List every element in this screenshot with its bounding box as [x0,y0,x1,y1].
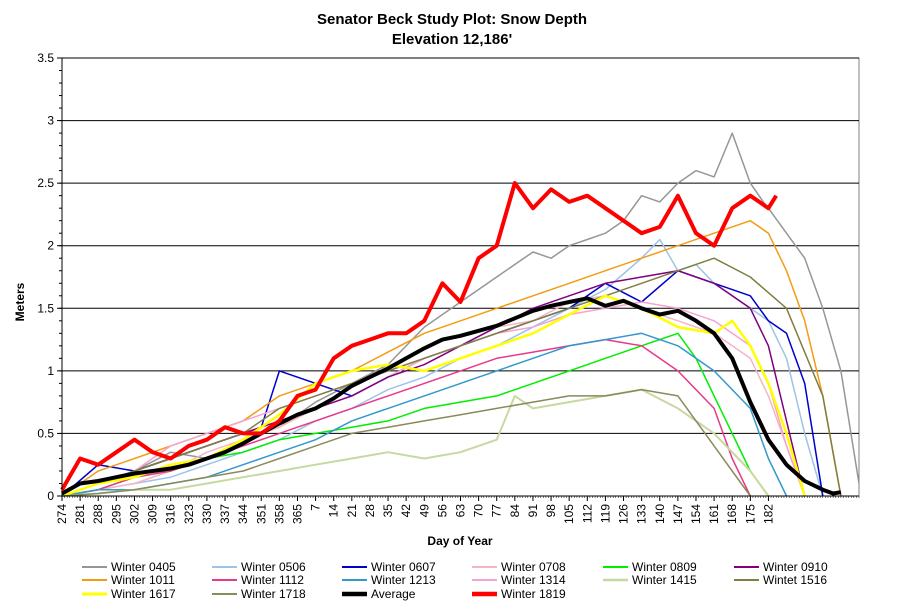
x-tick-label: 309 [146,504,160,524]
x-tick-label: 154 [689,504,703,524]
y-axis-label: Meters [13,282,27,321]
x-tick-label: 358 [272,504,286,524]
x-tick-label: 98 [544,504,558,518]
x-tick-label: 337 [218,504,232,524]
legend-label: Winter 0506 [241,560,306,574]
legend-label: Winter 0708 [501,560,566,574]
x-tick-label: 28 [363,504,377,518]
x-tick-label: 351 [254,504,268,524]
x-tick-label: 365 [290,504,304,524]
x-tick-label: 161 [707,504,721,524]
x-tick-label: 84 [508,504,522,518]
legend-item-winter-0809: Winter 0809 [603,560,697,574]
y-tick-label: 2.5 [37,176,54,190]
x-tick-label: 105 [562,504,576,524]
legend-label: Winter 0405 [111,560,176,574]
x-tick-label: 42 [399,504,413,518]
legend-item-winter-1617: Winter 1617 [82,587,176,601]
series-line-winter-1819 [60,181,778,491]
series-line-average [61,296,842,496]
chart-title: Senator Beck Study Plot: Snow Depth [317,11,587,28]
legend-item-winter-1213: Winter 1213 [342,573,436,587]
legend-label: Winter 0910 [763,560,828,574]
x-tick-label: 112 [580,504,594,523]
legend-item-winter-1112: Winter 1112 [212,573,304,587]
legend-item-winter-1314: Winter 1314 [472,573,566,587]
plot-frame [61,57,860,497]
x-tick-label: 295 [109,504,123,524]
legend-label: Winter 1314 [501,573,566,587]
gridlines [62,57,859,434]
x-tick-label: 49 [417,504,431,518]
x-tick-label: 344 [236,504,250,524]
legend-label: Winter 1415 [632,573,697,587]
x-tick-label: 175 [743,504,757,524]
x-tick-label: 147 [671,504,685,524]
series-line-winter-1415 [61,388,770,497]
x-tick-label: 140 [653,504,667,524]
legend-label: Winter 1112 [241,573,304,587]
legend-label: Winter 0809 [632,560,697,574]
x-tick-label: 288 [91,504,105,524]
x-tick-label: 77 [490,504,504,518]
legend-item-wintet-1516: Wintet 1516 [734,573,827,587]
legend-item-winter-1718: Winter 1718 [212,587,306,601]
x-tick-label: 133 [635,504,649,524]
x-tick-label: 323 [182,504,196,524]
legend-label: Winter 1617 [111,587,176,601]
x-tick-label: 281 [73,504,87,524]
x-tick-label: 126 [617,504,631,524]
y-axis-ticks: 0 0.5 1 1.5 2 2.5 3 3.5 [37,51,62,503]
x-tick-label: 21 [345,504,359,518]
legend-label: Winter 1718 [241,587,306,601]
x-tick-label: 91 [526,504,540,518]
y-tick-label: 3.5 [37,51,54,65]
y-tick-label: 0.5 [37,426,54,440]
x-axis-ticks: 274 281 288 295 302 309 316 323 330 337 344 351 358 3… [55,496,860,524]
plot-area [60,57,860,498]
legend-label: Wintet 1516 [763,573,827,587]
y-tick-label: 1.5 [37,301,54,315]
x-tick-label: 70 [472,504,486,518]
chart-subtitle: Elevation 12,186' [392,31,512,48]
x-tick-label: 168 [725,504,739,524]
x-tick-label: 274 [55,504,69,524]
series-layer [60,132,860,498]
x-tick-label: 119 [598,504,612,523]
series-line-wintet-1516 [61,257,842,497]
legend-label: Winter 0607 [371,560,436,574]
y-tick-label: 3 [47,114,54,128]
x-axis-label: Day of Year [427,534,492,548]
legend-label: Winter 1011 [111,573,175,587]
legend-label: Winter 1213 [371,573,436,587]
legend-item-average: Average [342,587,416,601]
legend-label: Winter 1819 [501,587,566,601]
x-tick-label: 56 [435,504,449,518]
x-tick-label: 35 [381,504,395,518]
y-tick-label: 1 [47,364,54,378]
legend: Winter 0405 Winter 0506 Winter 0607 Winter … [82,560,828,601]
legend-item-winter-0506: Winter 0506 [212,560,306,574]
legend-item-winter-0405: Winter 0405 [82,560,176,574]
legend-item-winter-0708: Winter 0708 [472,560,566,574]
x-tick-label: 7 [309,504,323,511]
series-line-winter-1718 [61,388,751,497]
x-tick-label: 63 [454,504,468,518]
legend-item-winter-1011: Winter 1011 [82,573,175,587]
y-tick-label: 2 [47,239,54,253]
y-tick-label: 0 [47,489,54,503]
legend-item-winter-0607: Winter 0607 [342,560,436,574]
x-tick-label: 316 [164,504,178,524]
x-tick-label: 14 [327,504,341,518]
x-tick-label: 330 [200,504,214,524]
legend-label: Average [371,587,416,601]
legend-item-winter-0910: Winter 0910 [734,560,828,574]
legend-item-winter-1415: Winter 1415 [603,573,697,587]
x-tick-label: 302 [127,504,141,524]
x-tick-label: 182 [761,504,775,524]
legend-item-winter-1819: Winter 1819 [472,587,566,601]
